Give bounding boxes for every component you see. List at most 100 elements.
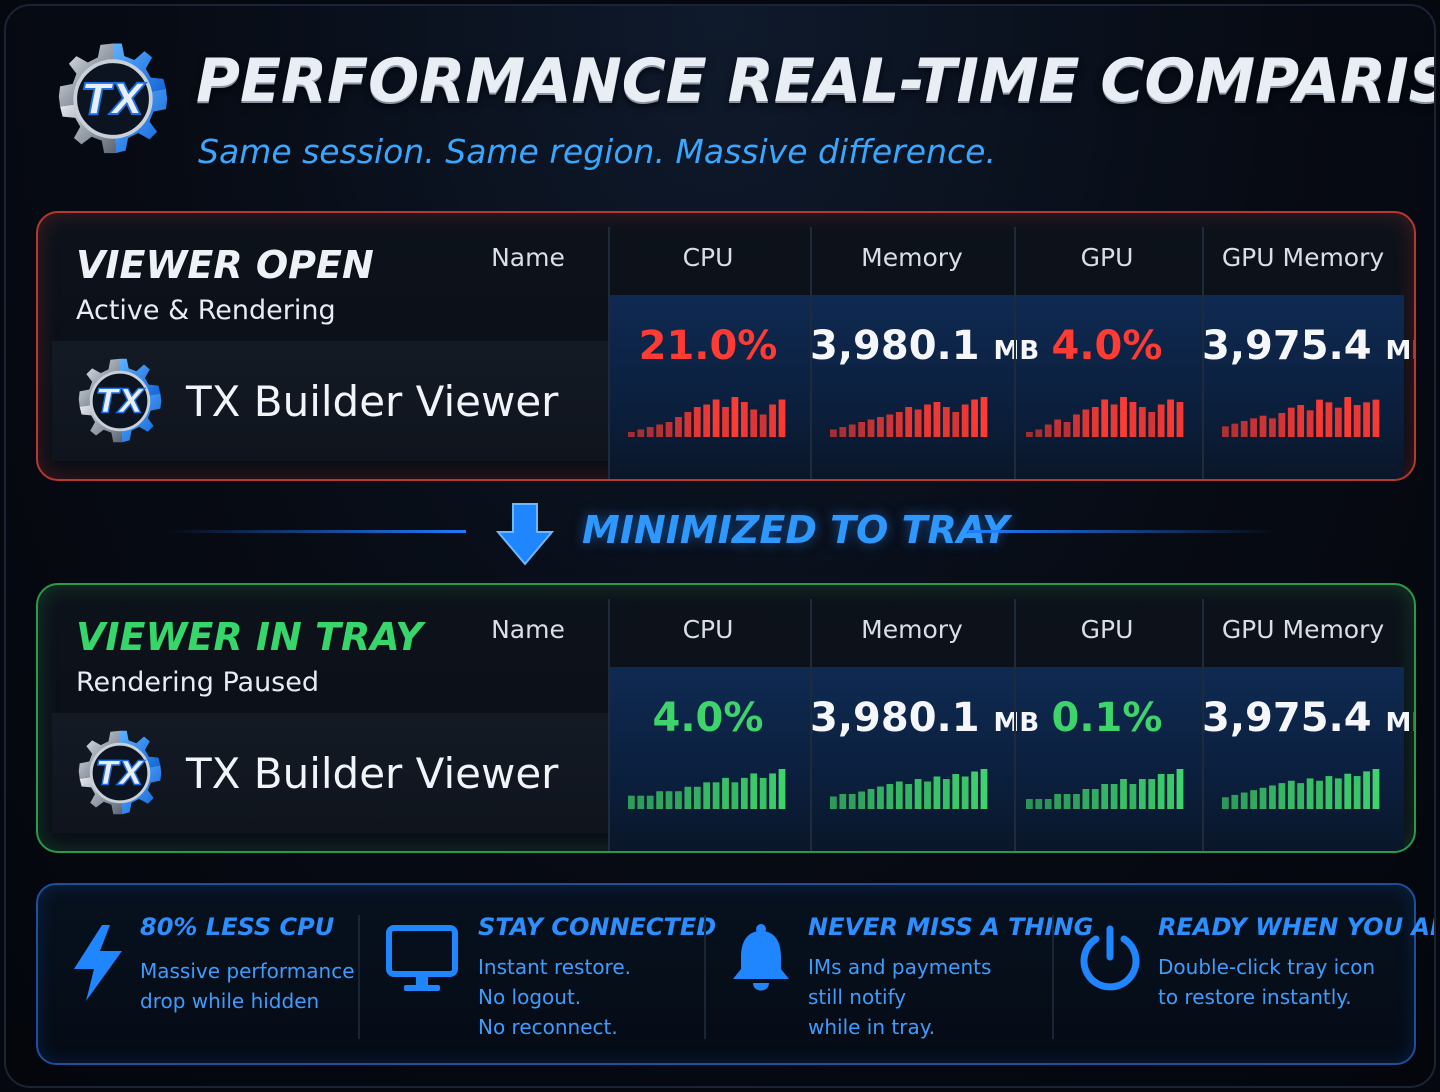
gpu-memory-sparkline	[1222, 397, 1380, 437]
sparkline-bar	[740, 402, 748, 437]
sparkline-bar	[1363, 771, 1370, 809]
power-icon	[1080, 925, 1140, 991]
sparkline-bar	[1372, 769, 1380, 809]
sparkline-bar	[942, 407, 950, 437]
sparkline-bar	[1054, 419, 1062, 437]
sparkline-bar	[1110, 784, 1118, 809]
sparkline-bar	[1082, 789, 1090, 809]
column-header-gpu[interactable]: GPU	[1080, 615, 1134, 644]
column-header-gpu-memory[interactable]: GPU Memory	[1221, 243, 1385, 272]
sparkline-bar	[1073, 794, 1080, 809]
column-header-cpu[interactable]: CPU	[682, 615, 734, 644]
feature-less-cpu: 80% LESS CPU Massive performance drop wh…	[38, 885, 358, 1067]
features-bar: 80% LESS CPU Massive performance drop wh…	[36, 883, 1434, 1067]
bell-icon	[733, 924, 789, 991]
sparkline-bar	[1278, 783, 1286, 809]
down-arrow-icon	[496, 503, 554, 566]
column-header-gpu[interactable]: GPU	[1080, 243, 1134, 272]
svg-text:TX: TX	[82, 75, 146, 125]
column-divider	[1014, 599, 1016, 851]
sparkline-bar	[1372, 399, 1380, 437]
sparkline-bar	[1316, 780, 1323, 809]
feature-title: 80% LESS CPU	[140, 913, 335, 941]
sparkline-bar	[675, 417, 682, 437]
sparkline-bar	[628, 432, 635, 437]
sparkline-bar	[1138, 407, 1146, 437]
process-row[interactable]: TX TX Builder Viewer	[52, 713, 608, 833]
memory-cell: 3,980.1 MB	[810, 295, 1039, 479]
sparkline-bar	[1063, 794, 1071, 809]
sparkline-bar	[961, 404, 969, 437]
sparkline-bar	[628, 795, 635, 809]
sparkline-bar	[1157, 404, 1165, 437]
monitor-icon	[386, 925, 458, 991]
feature-line: Massive performance	[140, 959, 355, 983]
sparkline-bar	[703, 404, 711, 437]
gpu-memory-cell: 3,975.4 MB	[1202, 295, 1414, 479]
sparkline-bar	[750, 773, 758, 809]
sparkline-bar	[1287, 780, 1295, 809]
sparkline-bar	[1231, 794, 1239, 809]
tx-gear-logo-icon: TX	[58, 43, 168, 154]
sparkline-bar	[769, 773, 776, 809]
column-header-name[interactable]: Name	[491, 243, 565, 272]
tx-app-icon: TX	[78, 358, 162, 443]
sparkline-bar	[1101, 399, 1109, 437]
sparkline-bar	[1044, 799, 1052, 809]
comparison-frame: TX PERFORMANCE REAL-TIME COMPARISON Same…	[4, 4, 1436, 1088]
sparkline-bar	[1334, 407, 1342, 437]
column-header-gpu-memory[interactable]: GPU Memory	[1221, 615, 1385, 644]
column-header-memory[interactable]: Memory	[861, 243, 963, 272]
sparkline-bar	[933, 776, 941, 809]
feature-line: Instant restore.	[478, 955, 631, 979]
sparkline-bar	[1120, 397, 1127, 437]
state-title: VIEWER IN TRAY	[76, 615, 423, 659]
process-name: TX Builder Viewer	[186, 377, 559, 426]
sparkline-bar	[693, 407, 701, 437]
sparkline-bar	[1138, 779, 1146, 809]
process-row[interactable]: TX TX Builder Viewer	[52, 341, 608, 461]
sparkline-bar	[637, 795, 645, 809]
sparkline-bar	[1110, 404, 1118, 437]
sparkline-bar	[1167, 774, 1174, 809]
sparkline-bar	[637, 429, 645, 437]
sparkline-bar	[722, 777, 729, 809]
sparkline-bar	[877, 786, 884, 809]
sparkline-bar	[1222, 797, 1229, 809]
sparkline-bar	[1240, 792, 1248, 809]
feature-title: NEVER MISS A THING	[808, 913, 1094, 941]
sparkline-bar	[1287, 407, 1295, 437]
sparkline-bar	[858, 422, 866, 437]
column-header-memory[interactable]: Memory	[861, 615, 963, 644]
column-divider	[608, 599, 610, 851]
sparkline-bar	[703, 782, 711, 809]
tx-app-icon: TX	[78, 730, 162, 815]
sparkline-bar	[980, 769, 988, 809]
sparkline-bar	[1148, 779, 1156, 809]
gpu-value: 0.1%	[1051, 695, 1163, 741]
sparkline-bar	[1026, 799, 1033, 809]
feature-title: STAY CONNECTED	[478, 913, 717, 941]
sparkline-bar	[830, 429, 837, 437]
sparkline-bar	[1231, 423, 1239, 437]
sparkline-bar	[952, 774, 960, 809]
column-header-name[interactable]: Name	[491, 615, 565, 644]
sparkline-bar	[1176, 402, 1184, 437]
sparkline-bar	[722, 407, 729, 437]
sparkline-bar	[895, 781, 903, 809]
gpu-memory-value: 3,975.4 MB	[1202, 695, 1414, 741]
sparkline-bar	[1259, 787, 1267, 809]
column-divider	[1202, 227, 1204, 479]
sparkline-bar	[1353, 405, 1361, 437]
cpu-value: 4.0%	[652, 695, 764, 741]
sparkline-bar	[1278, 413, 1286, 437]
svg-text:TX: TX	[96, 755, 145, 793]
sparkline-bar	[914, 779, 922, 809]
sparkline-bar	[924, 781, 931, 809]
column-header-cpu[interactable]: CPU	[682, 243, 734, 272]
sparkline-bar	[778, 399, 786, 437]
state-title: VIEWER OPEN	[76, 243, 374, 287]
sparkline-bar	[1222, 426, 1229, 437]
feature-line: to restore instantly.	[1158, 985, 1352, 1009]
sparkline-bar	[1148, 412, 1156, 437]
